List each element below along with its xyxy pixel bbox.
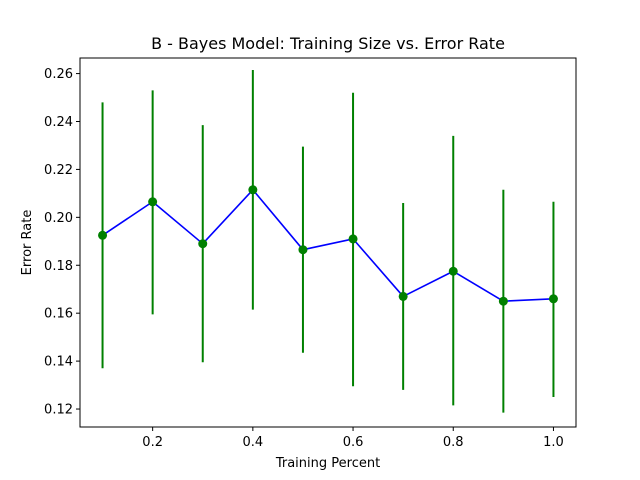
x-axis-label: Training Percent <box>275 456 380 471</box>
x-ticks: 0.2 0.4 0.6 0.8 1.0 <box>142 427 564 450</box>
data-point <box>498 296 508 306</box>
y-tick-label: 0.24 <box>44 115 73 130</box>
x-tick-label: 1.0 <box>543 435 564 450</box>
data-point <box>548 294 558 304</box>
y-tick-label: 0.12 <box>44 403 73 418</box>
data-point <box>298 245 308 255</box>
x-tick-label: 0.8 <box>443 435 464 450</box>
y-tick-label: 0.20 <box>44 211 73 226</box>
plot-background <box>80 58 576 427</box>
y-tick-label: 0.18 <box>44 259 73 274</box>
data-point <box>448 266 458 276</box>
data-point <box>348 234 358 244</box>
y-tick-label: 0.14 <box>44 355 73 370</box>
y-axis-label: Error Rate <box>20 210 35 276</box>
series-line <box>102 188 554 303</box>
data-point <box>98 230 108 240</box>
plot-frame <box>79 57 577 428</box>
data-point <box>248 185 258 195</box>
error-rate-line <box>102 188 554 303</box>
y-tick-label: 0.22 <box>44 163 73 178</box>
markers <box>98 185 558 306</box>
data-point <box>148 197 158 207</box>
y-tick-label: 0.16 <box>44 307 73 322</box>
chart-title: B - Bayes Model: Training Size vs. Error… <box>151 34 505 53</box>
y-ticks: 0.12 0.14 0.16 0.18 0.20 0.22 0.24 0.26 <box>44 67 80 418</box>
data-point <box>198 239 208 249</box>
data-point <box>398 291 408 301</box>
x-tick-label: 0.4 <box>243 435 264 450</box>
x-tick-label: 0.2 <box>142 435 163 450</box>
y-tick-label: 0.26 <box>44 67 73 82</box>
x-tick-label: 0.6 <box>343 435 364 450</box>
